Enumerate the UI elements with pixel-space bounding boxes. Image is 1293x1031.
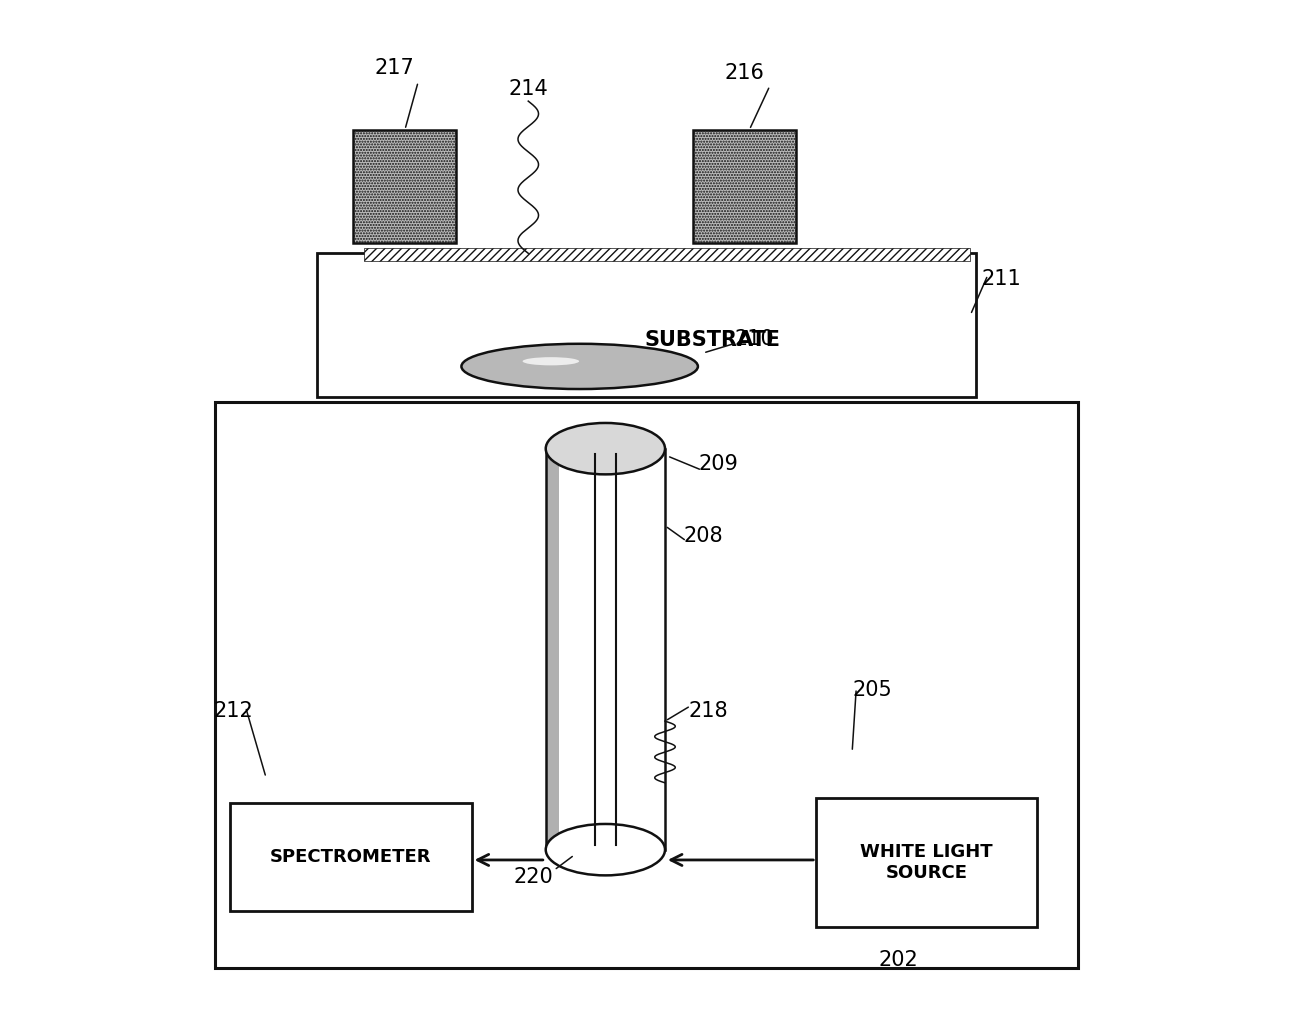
Bar [546, 448, 665, 850]
Text: 218: 218 [688, 701, 728, 721]
Bar [230, 803, 472, 911]
Text: 205: 205 [853, 680, 892, 700]
Text: 202: 202 [878, 950, 918, 970]
Bar [816, 798, 1037, 927]
Text: WHITE LIGHT
SOURCE: WHITE LIGHT SOURCE [860, 843, 993, 882]
Text: 209: 209 [698, 454, 738, 474]
Text: 216: 216 [724, 63, 764, 84]
Text: SUBSTRATE: SUBSTRATE [644, 330, 780, 350]
Text: 208: 208 [683, 526, 723, 546]
Text: SPECTROMETER: SPECTROMETER [270, 849, 432, 866]
Ellipse shape [522, 357, 579, 365]
Bar [546, 448, 559, 850]
Text: 220: 220 [513, 867, 553, 888]
Bar [363, 248, 970, 261]
Bar [318, 254, 975, 397]
Bar [693, 130, 795, 243]
Ellipse shape [546, 824, 665, 875]
Text: 214: 214 [508, 78, 548, 99]
Text: 212: 212 [213, 701, 253, 721]
Text: 210: 210 [734, 329, 775, 348]
Text: 217: 217 [375, 58, 415, 78]
Ellipse shape [546, 423, 665, 474]
Bar [215, 402, 1078, 968]
Ellipse shape [462, 343, 698, 389]
Text: 211: 211 [981, 269, 1021, 289]
Bar [353, 130, 456, 243]
